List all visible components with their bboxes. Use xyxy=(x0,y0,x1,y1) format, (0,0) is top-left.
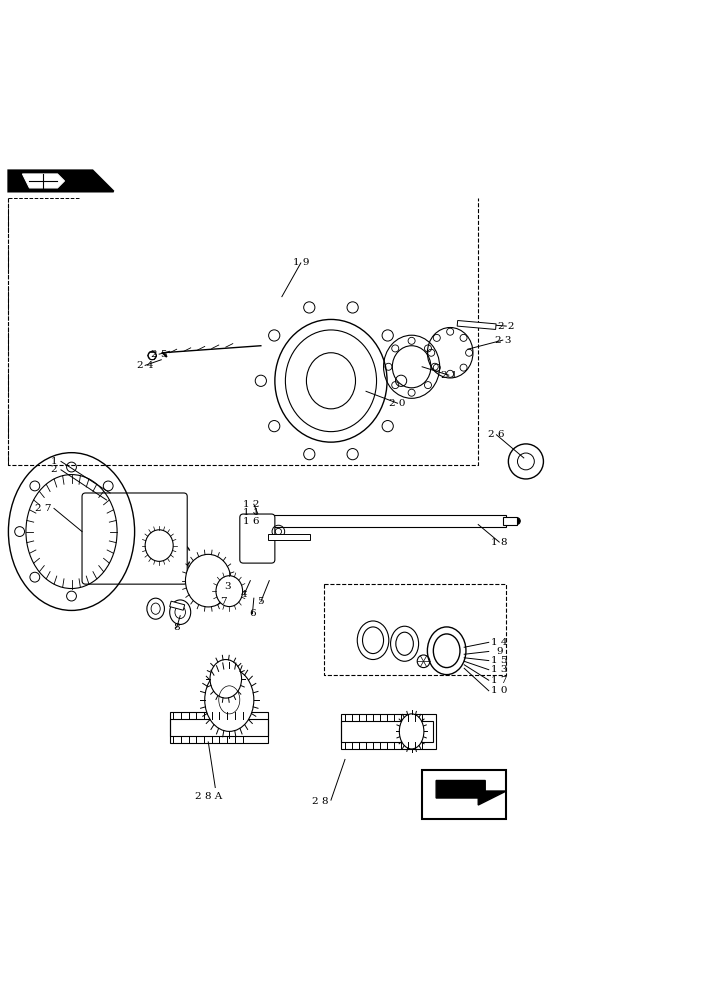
Bar xyxy=(503,517,517,525)
Bar xyxy=(247,515,506,527)
Text: 2 8: 2 8 xyxy=(312,797,329,806)
Text: 6: 6 xyxy=(249,609,256,618)
Text: 2 6: 2 6 xyxy=(488,430,505,439)
Ellipse shape xyxy=(399,714,424,749)
Text: 2 7: 2 7 xyxy=(35,504,51,513)
Circle shape xyxy=(513,518,520,525)
Text: 7: 7 xyxy=(220,597,226,606)
Text: 1 2: 1 2 xyxy=(243,500,259,509)
Text: 2 2: 2 2 xyxy=(498,322,515,331)
Ellipse shape xyxy=(210,660,241,698)
Text: 2 8 A: 2 8 A xyxy=(194,792,222,801)
Bar xyxy=(341,714,436,749)
Text: 2 5: 2 5 xyxy=(151,350,168,359)
Bar xyxy=(268,534,310,540)
Text: 1 4: 1 4 xyxy=(491,638,508,647)
Text: 8: 8 xyxy=(173,623,180,632)
Text: 1 0: 1 0 xyxy=(491,686,508,695)
Text: 1 9: 1 9 xyxy=(293,258,309,267)
Text: 2 3: 2 3 xyxy=(494,336,511,345)
Polygon shape xyxy=(23,174,65,188)
Text: 2 4: 2 4 xyxy=(137,361,153,370)
FancyBboxPatch shape xyxy=(240,514,275,563)
Text: 5: 5 xyxy=(258,597,264,606)
Text: 1 1: 1 1 xyxy=(243,508,259,517)
Text: 1 8: 1 8 xyxy=(491,538,508,547)
Bar xyxy=(457,321,496,329)
Ellipse shape xyxy=(216,576,243,607)
Text: 2 1: 2 1 xyxy=(441,371,457,380)
Text: 2: 2 xyxy=(51,465,57,474)
Text: 1 6: 1 6 xyxy=(243,517,259,526)
Ellipse shape xyxy=(148,351,156,360)
Text: 1 3: 1 3 xyxy=(491,665,508,674)
Text: 1 5: 1 5 xyxy=(491,656,508,665)
Text: 1: 1 xyxy=(51,457,57,466)
FancyBboxPatch shape xyxy=(82,493,187,584)
Ellipse shape xyxy=(185,554,231,607)
Text: 3: 3 xyxy=(224,582,230,591)
Polygon shape xyxy=(8,170,113,191)
Bar xyxy=(170,601,184,610)
Text: 2 0: 2 0 xyxy=(389,399,406,408)
Bar xyxy=(341,721,433,742)
Bar xyxy=(170,712,268,743)
Bar xyxy=(170,719,268,736)
Text: 9: 9 xyxy=(496,647,503,656)
Polygon shape xyxy=(436,780,506,805)
Text: 1 7: 1 7 xyxy=(491,676,508,685)
Ellipse shape xyxy=(205,668,254,731)
Text: 4: 4 xyxy=(241,590,247,599)
